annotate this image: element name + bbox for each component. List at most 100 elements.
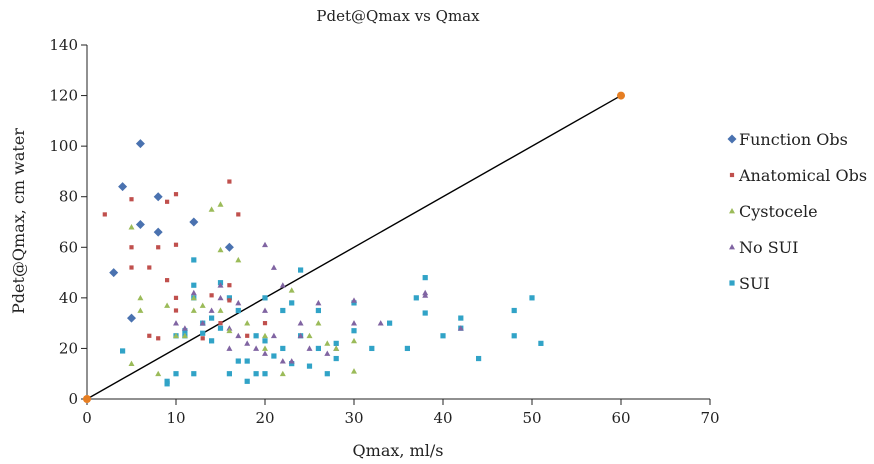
data-point — [102, 212, 107, 217]
data-point — [128, 360, 135, 366]
data-point — [129, 245, 134, 250]
data-point — [191, 257, 197, 263]
data-point — [422, 310, 428, 316]
data-point — [306, 363, 313, 369]
data-point — [199, 302, 206, 308]
data-point — [270, 332, 277, 339]
data-point — [135, 220, 145, 230]
data-point — [226, 327, 233, 334]
x-tick-label: 70 — [700, 409, 719, 427]
data-point — [279, 370, 286, 377]
data-point — [217, 246, 224, 253]
legend-item: Cystocele — [729, 202, 818, 221]
data-point — [262, 241, 268, 248]
data-point — [173, 332, 179, 339]
data-point — [422, 275, 428, 281]
legend: Function Obs Anatomical Obs Cystocele No SU… — [727, 130, 867, 293]
data-point — [244, 378, 250, 384]
data-point — [538, 340, 544, 346]
data-point — [217, 282, 224, 288]
series-function-obs — [109, 139, 234, 323]
data-point — [137, 307, 144, 313]
data-point — [217, 307, 224, 313]
data-point — [271, 353, 277, 359]
data-point — [147, 265, 152, 270]
data-point — [217, 325, 224, 331]
legend-marker — [729, 280, 735, 286]
data-point — [235, 332, 242, 339]
data-point — [262, 321, 268, 326]
data-point — [297, 332, 304, 339]
data-point — [173, 308, 179, 313]
data-point — [324, 350, 331, 356]
legend-marker — [729, 172, 735, 178]
y-tick-label: 40 — [59, 289, 78, 307]
data-point — [333, 345, 340, 351]
data-point — [181, 325, 188, 331]
series-anatomical-obs — [102, 179, 268, 341]
data-point — [369, 345, 375, 352]
data-point — [209, 315, 215, 321]
data-point — [173, 320, 179, 326]
data-point — [306, 332, 313, 339]
reference-line — [83, 91, 625, 403]
data-point — [288, 287, 295, 293]
data-point — [351, 320, 357, 326]
data-point — [280, 345, 286, 352]
data-point — [191, 282, 197, 288]
y-tick-label: 0 — [68, 390, 78, 408]
data-point — [190, 307, 197, 313]
x-tick-label: 0 — [82, 409, 92, 427]
data-point — [164, 302, 171, 308]
data-point — [324, 340, 331, 346]
data-point — [137, 294, 144, 301]
data-point — [128, 224, 135, 230]
data-point — [511, 307, 517, 314]
data-point — [245, 333, 250, 338]
data-point — [164, 381, 170, 387]
data-point — [253, 333, 259, 339]
series-cystocele — [128, 201, 357, 377]
x-ticks: 0 10 20 30 40 50 60 70 — [82, 399, 720, 427]
x-axis-label: Qmax, ml/s — [353, 441, 444, 460]
data-point — [404, 345, 410, 352]
data-point — [253, 371, 259, 377]
data-point — [270, 264, 277, 270]
data-point — [153, 227, 163, 237]
data-point — [351, 300, 357, 306]
data-points — [102, 139, 544, 387]
legend-label: SUI — [739, 274, 770, 293]
data-point — [315, 307, 321, 314]
series-no-sui — [173, 241, 464, 364]
data-point — [147, 333, 152, 338]
reference-line-start-point — [83, 395, 91, 403]
data-point — [351, 337, 357, 344]
data-point — [173, 371, 179, 377]
data-point — [440, 333, 446, 339]
x-tick-label: 10 — [166, 409, 185, 427]
data-point — [165, 199, 170, 204]
data-point — [118, 182, 128, 192]
data-point — [235, 256, 242, 263]
reference-line-end-point — [617, 91, 625, 100]
data-point — [200, 336, 205, 341]
data-point — [262, 295, 268, 301]
data-point — [217, 201, 224, 207]
legend-marker — [727, 134, 737, 144]
data-point — [208, 206, 215, 212]
data-point — [182, 328, 188, 334]
data-point — [226, 295, 232, 301]
axes — [86, 45, 710, 400]
data-point — [235, 358, 241, 364]
x-tick-label: 40 — [433, 409, 452, 427]
legend-label: No SUI — [739, 238, 798, 257]
data-point — [262, 350, 268, 356]
data-point — [181, 332, 188, 339]
data-point — [109, 268, 119, 278]
y-axis-label: Pdet@Qmax, cm water — [9, 128, 28, 314]
data-point — [289, 300, 295, 306]
legend-item: Function Obs — [727, 130, 848, 149]
legend-label: Cystocele — [739, 202, 818, 221]
y-tick-label: 120 — [49, 87, 78, 105]
